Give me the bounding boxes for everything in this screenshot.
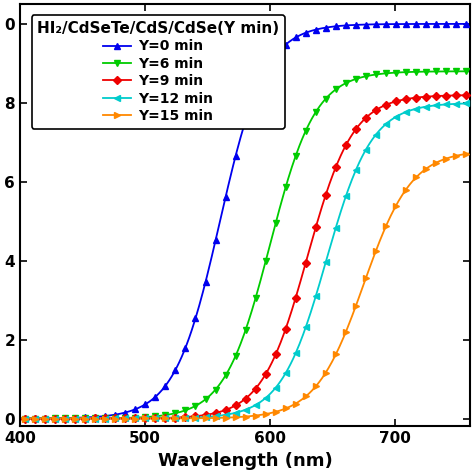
Legend: Y=0 min, Y=6 min, Y=9 min, Y=12 min, Y=15 min: Y=0 min, Y=6 min, Y=9 min, Y=12 min, Y=1…	[32, 15, 285, 129]
X-axis label: Wavelength (nm): Wavelength (nm)	[157, 452, 332, 470]
